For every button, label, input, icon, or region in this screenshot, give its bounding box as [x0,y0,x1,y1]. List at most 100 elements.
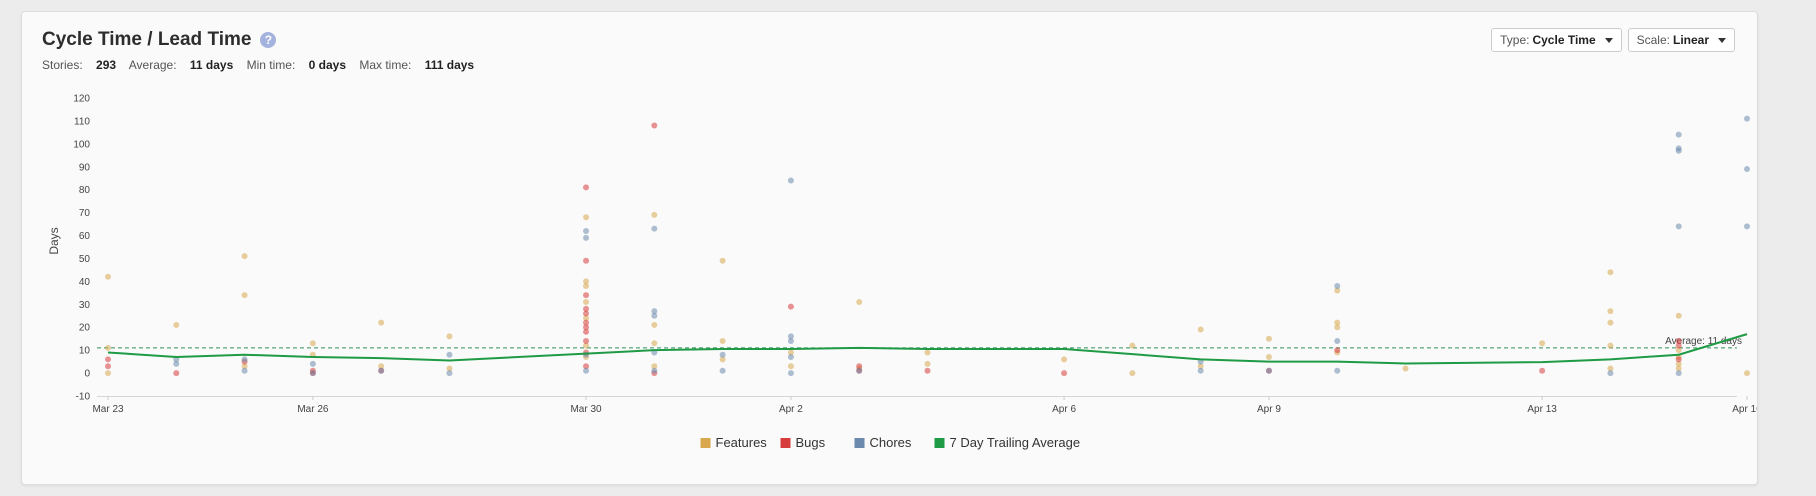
chart-controls: Type: Cycle Time Scale: Linear [1491,28,1735,52]
data-point [924,367,931,374]
data-point [787,337,794,344]
data-point [651,308,658,315]
data-point [787,177,794,184]
data-point [1607,308,1614,315]
y-tick-label: 30 [79,300,91,311]
y-tick-label: 80 [79,185,91,196]
data-point [787,349,794,356]
y-tick-label: 120 [73,94,90,105]
data-point [446,333,453,340]
data-point [651,122,658,129]
data-point [651,321,658,328]
data-point [1607,319,1614,326]
series-bugs [105,122,1682,377]
data-point [241,292,248,299]
data-point [856,363,863,370]
y-tick-label: 10 [79,346,91,357]
stat-average-value: 11 days [189,58,234,72]
legend-label: 7 Day Trailing Average [950,435,1081,450]
data-point [719,356,726,363]
page-title: Cycle Time / Lead Time [42,29,252,50]
data-point [446,351,453,358]
y-tick-label: 110 [74,116,90,127]
data-point [1607,370,1614,377]
data-point [651,312,658,319]
data-point [1129,342,1136,349]
trailing-average-line [107,333,1748,365]
data-point [1744,166,1750,173]
stat-average: Average: 11 days [129,58,234,72]
data-point [1675,365,1682,372]
data-point [241,356,248,363]
data-point [1334,347,1341,354]
data-point [651,211,658,218]
data-point [583,337,590,344]
data-point [1539,340,1546,347]
data-point [651,367,658,374]
legend-swatch [854,438,865,448]
data-point [378,367,385,374]
stat-max-label: Max time: [359,58,412,72]
data-point [787,354,794,361]
legend-label: Features [716,435,768,450]
data-point [1744,223,1750,230]
data-point [173,321,180,328]
y-tick-label: 40 [79,277,91,288]
data-point [856,367,863,374]
type-select-value: Cycle Time [1532,33,1596,47]
data-point [719,351,726,358]
scale-select-value: Linear [1672,33,1709,47]
data-point [1061,356,1068,363]
type-select[interactable]: Type: Cycle Time [1491,28,1622,52]
data-point [105,356,111,363]
data-point [1265,335,1272,342]
data-point [105,370,111,377]
data-point [583,184,590,191]
data-point [378,319,385,326]
data-point [719,367,726,374]
data-point [583,305,590,312]
data-point [1607,269,1614,276]
data-point [1744,115,1750,122]
stat-stories-value: 293 [96,58,117,72]
legend-label: Bugs [796,435,826,450]
type-select-label: Type: [1500,33,1530,47]
data-point [1334,337,1341,344]
scale-select[interactable]: Scale: Linear [1627,28,1735,52]
average-label: Average: 11 days [1665,336,1742,347]
data-point [1675,347,1682,354]
data-point [309,340,316,347]
data-point [1129,370,1136,377]
data-point [1334,282,1341,289]
data-point [1675,370,1682,377]
stat-min: Min time: 0 days [247,58,346,72]
x-tick-label: Mar 26 [297,404,329,415]
x-tick-label: Apr 16 [1732,404,1757,415]
y-tick-label: 0 [84,369,90,380]
question-circle-icon[interactable]: ? [260,32,277,48]
data-point [1539,367,1546,374]
stat-max: Max time: 111 days [359,58,474,72]
cycle-time-card: Cycle Time / Lead Time ? Stories: 293 Av… [21,11,1758,485]
data-point [1744,370,1750,377]
scale-select-label: Scale: [1636,33,1670,47]
y-tick-label: 70 [79,208,91,219]
cycle-time-chart: -10 0 10 20 30 40 50 60 70 80 90 100 110 120 Days Mar 2… [47,94,1757,451]
data-point [173,360,180,367]
data-point [583,278,590,285]
y-tick-label: 60 [79,231,91,242]
data-point [856,299,863,306]
data-point [1334,324,1341,331]
legend-swatch [700,438,711,448]
x-tick-label: Mar 23 [92,404,124,415]
data-point [787,370,794,377]
data-point [1675,223,1682,230]
data-point [1197,326,1204,333]
data-point [924,360,931,367]
stat-min-label: Min time: [246,58,296,72]
x-tick-label: Apr 6 [1052,404,1076,415]
stat-stories: Stories: 293 [42,58,116,72]
data-point [105,273,111,280]
data-point [583,328,590,335]
data-point [1061,370,1068,377]
